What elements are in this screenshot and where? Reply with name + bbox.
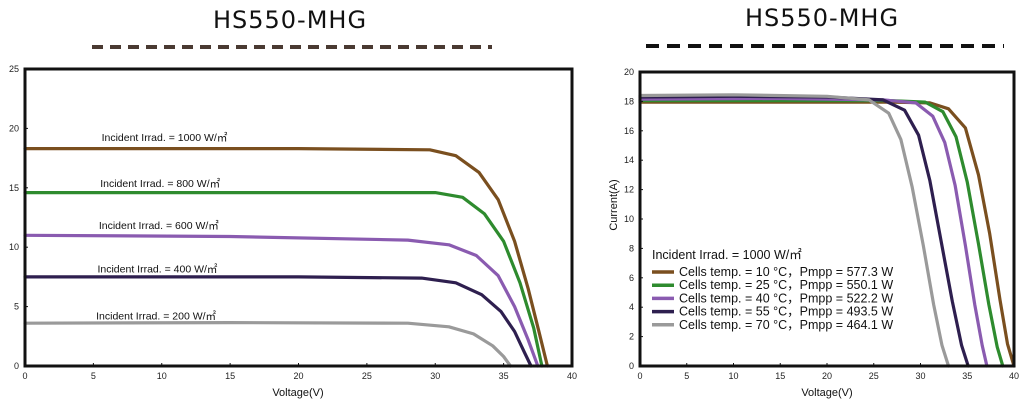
left-annotation-incident-irrad-1000-w: Incident Irrad. = 1000 W/㎡ [102, 132, 228, 144]
right-x-tick-label: 40 [1009, 371, 1019, 381]
right-x-tick-label: 0 [637, 371, 642, 381]
right-x-tick-label: 5 [684, 371, 689, 381]
right-chart: HS550-MHG 0 5 10 15 20 25 30 35 40 0 2 4 6 8 10 12 14 16… [608, 4, 1019, 399]
left-chart: HS550-MHG Incident Irrad. = 1000 W/㎡Inci… [9, 6, 577, 399]
right-x-axis-label: Voltage(V) [801, 387, 852, 399]
right-y-tick-label: 14 [624, 155, 634, 165]
right-y-tick-label: 4 [629, 302, 634, 312]
right-y-ticks: 0 2 4 6 8 10 12 14 16 18 20 [624, 67, 643, 371]
left-x-tick-label: 20 [293, 371, 303, 381]
left-x-tick-label: 40 [567, 371, 577, 381]
right-x-tick-label: 20 [822, 371, 832, 381]
right-curves [638, 93, 1016, 368]
right-x-tick-label: 15 [775, 371, 785, 381]
right-x-tick-label: 35 [962, 371, 972, 381]
left-annotation-incident-irrad-800-w: Incident Irrad. = 800 W/㎡ [100, 178, 220, 190]
left-x-tick-label: 25 [362, 371, 372, 381]
left-x-tick-label: 0 [22, 371, 27, 381]
left-y-tick-label: 25 [9, 64, 19, 74]
left-annotation-incident-irrad-600-w: Incident Irrad. = 600 W/㎡ [99, 220, 219, 232]
left-series-line-5 [23, 321, 513, 368]
legend-item-label: Cells temp. = 70 °C，Pmpp = 464.1 W [679, 318, 893, 332]
right-x-tick-label: 30 [915, 371, 925, 381]
left-x-tick-label: 10 [157, 371, 167, 381]
right-legend: Cells temp. = 10 °C，Pmpp = 577.3 WCells … [652, 265, 893, 332]
right-x-tick-label: 25 [869, 371, 879, 381]
legend-item-label: Cells temp. = 55 °C，Pmpp = 493.5 W [679, 305, 893, 319]
right-x-ticks: 0 5 10 15 20 25 30 35 40 [637, 363, 1019, 381]
left-series-line-2 [23, 191, 544, 368]
right-chart-title: HS550-MHG [745, 4, 899, 32]
left-curves [23, 147, 550, 368]
right-y-tick-label: 2 [629, 332, 634, 342]
left-x-tick-label: 30 [430, 371, 440, 381]
left-y-tick-label: 20 [9, 123, 19, 133]
legend-item-label: Cells temp. = 40 °C，Pmpp = 522.2 W [679, 291, 893, 305]
left-series-line-3 [23, 233, 540, 368]
right-y-tick-label: 8 [629, 243, 634, 253]
left-series-line-4 [23, 275, 533, 368]
left-series-line-1 [23, 147, 550, 368]
right-series-line-5 [638, 93, 951, 368]
left-annotation-incident-irrad-200-w: Incident Irrad. = 200 W/㎡ [96, 311, 216, 323]
right-x-tick-label: 10 [728, 371, 738, 381]
legend-item-label: Cells temp. = 25 °C，Pmpp = 550.1 W [679, 278, 893, 292]
legend-item-label: Cells temp. = 10 °C，Pmpp = 577.3 W [679, 265, 893, 279]
left-y-tick-label: 10 [9, 242, 19, 252]
right-y-axis-label: Current(A) [608, 179, 620, 230]
left-y-tick-label: 0 [14, 361, 19, 371]
right-y-tick-label: 12 [624, 185, 634, 195]
left-x-tick-label: 35 [499, 371, 509, 381]
right-y-tick-label: 16 [624, 126, 634, 136]
right-y-tick-label: 6 [629, 273, 634, 283]
right-y-tick-label: 20 [624, 67, 634, 77]
left-x-tick-label: 5 [91, 371, 96, 381]
right-y-tick-label: 10 [624, 214, 634, 224]
left-x-ticks: 0 5 10 15 20 25 30 35 40 [22, 363, 577, 381]
left-y-tick-label: 5 [14, 302, 19, 312]
left-annotation-incident-irrad-400-w: Incident Irrad. = 400 W/㎡ [97, 264, 217, 276]
legend-title: Incident Irrad. = 1000 W/㎡ [652, 248, 802, 262]
left-annotations: Incident Irrad. = 1000 W/㎡ Incident Irrad… [96, 132, 228, 323]
left-y-ticks: 0 5 10 15 20 25 [9, 64, 28, 371]
right-y-tick-label: 0 [629, 361, 634, 371]
right-y-tick-label: 18 [624, 96, 634, 106]
left-y-tick-label: 15 [9, 183, 19, 193]
left-x-tick-label: 15 [225, 371, 235, 381]
left-x-axis-label: Voltage(V) [272, 387, 323, 399]
left-chart-title: HS550-MHG [213, 6, 367, 34]
